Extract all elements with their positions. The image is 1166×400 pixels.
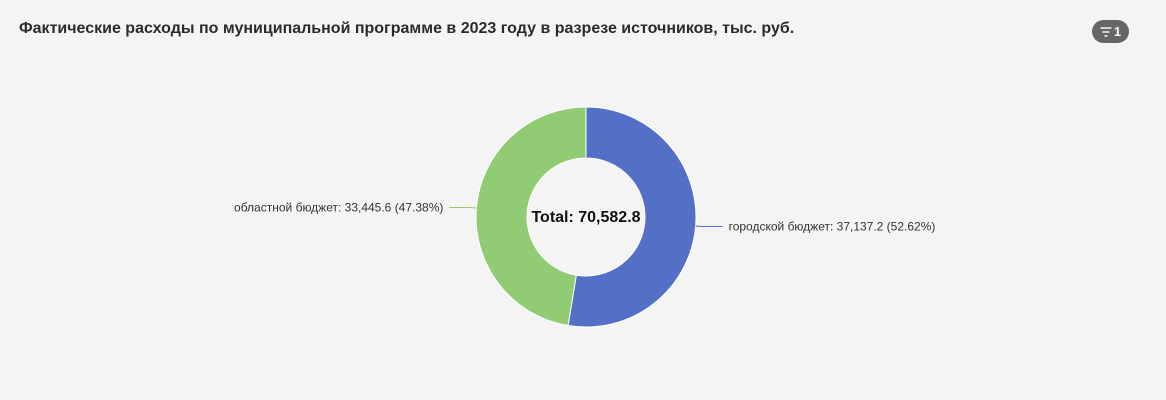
slice-label-1: городской бюджет: 37,137.2 (52.62%) <box>729 220 936 234</box>
slice-label-2: областной бюджет: 33,445.6 (47.38%) <box>234 200 443 214</box>
center-total-label: Total: 70,582.8 <box>531 209 640 226</box>
filter-count: 1 <box>1113 24 1122 39</box>
label-leader-lines <box>449 206 723 228</box>
chart-title: Фактические расходы по муниципальной про… <box>19 20 795 37</box>
filter-button[interactable]: 1 <box>1092 20 1129 43</box>
filter-icon <box>1100 26 1112 37</box>
donut-slices <box>475 106 697 328</box>
slice-labels: городской бюджет: 37,137.2 (52.62%) облас… <box>234 200 935 233</box>
donut-slice-1[interactable] <box>567 106 697 328</box>
donut-slice-2[interactable] <box>475 106 587 327</box>
